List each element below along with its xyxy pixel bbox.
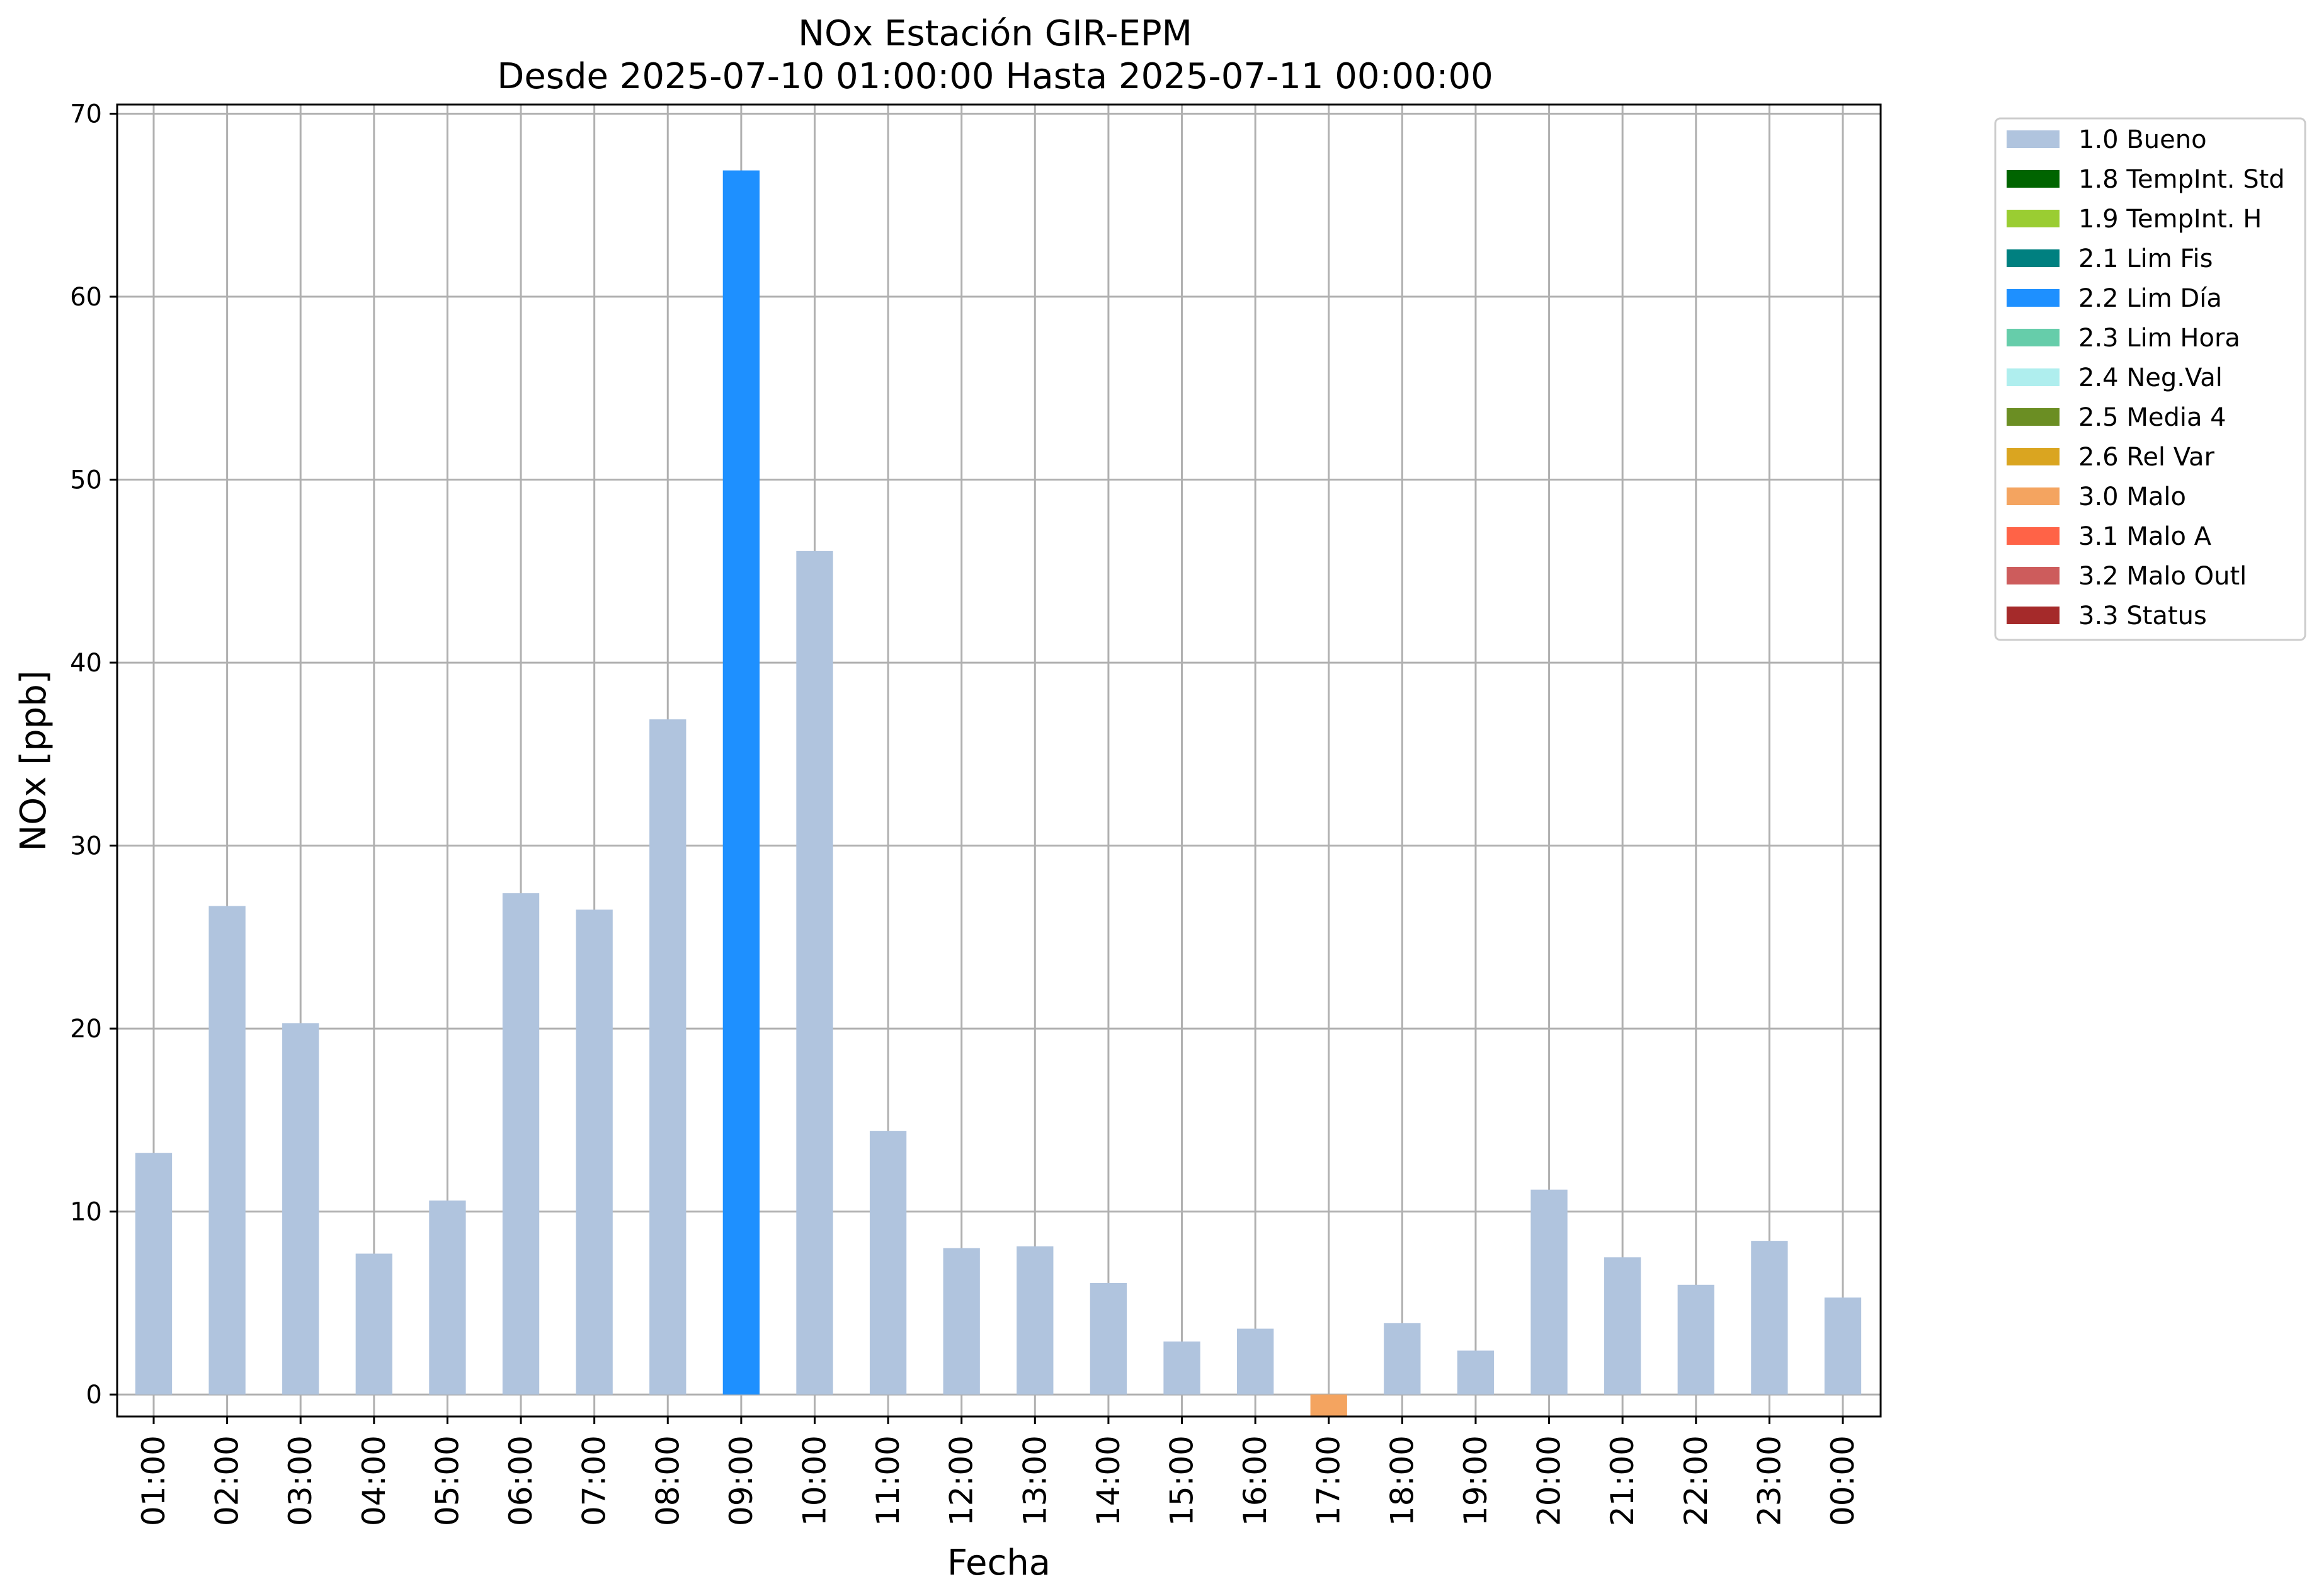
y-tick-label: 70 [70,100,102,129]
bar-12:00 [943,1248,980,1395]
legend-label: 3.2 Malo Outl [2078,562,2247,591]
bar-06:00 [502,893,540,1395]
bar-13:00 [1017,1246,1054,1395]
legend-label: 1.8 TempInt. Std [2078,165,2285,194]
y-tick-label: 10 [70,1198,102,1227]
x-tick-label: 10:00 [796,1435,833,1526]
bar-22:00 [1677,1284,1714,1395]
grid [117,105,1881,1416]
legend-swatch [2007,567,2060,584]
bar-10:00 [796,550,833,1395]
legend-label: 3.0 Malo [2078,482,2186,511]
legend-swatch [2007,448,2060,465]
bar-18:00 [1384,1323,1421,1395]
y-tick-label: 60 [70,283,102,312]
bar-19:00 [1457,1350,1495,1395]
x-tick-label: 07:00 [576,1435,613,1526]
bar-05:00 [429,1200,466,1395]
legend-label: 2.6 Rel Var [2078,443,2215,472]
bar-14:00 [1090,1282,1127,1395]
bar-07:00 [576,909,613,1395]
x-tick-label: 17:00 [1311,1435,1347,1526]
x-tick-label: 15:00 [1164,1435,1200,1526]
x-tick-label: 18:00 [1384,1435,1420,1526]
bar-01:00 [135,1153,173,1395]
bar-09:00 [722,170,760,1395]
chart-title: NOx Estación GIR-EPM [798,13,1192,54]
legend-swatch [2007,249,2060,267]
legend-swatch [2007,210,2060,227]
x-tick-label: 03:00 [282,1435,319,1526]
x-tick-label: 00:00 [1825,1435,1861,1526]
y-axis-ticks: 0 10 20 30 40 50 60 70 [70,100,117,1410]
bar-03:00 [282,1023,319,1395]
bar-20:00 [1530,1189,1568,1395]
x-tick-label: 20:00 [1531,1435,1568,1526]
bar-08:00 [649,719,687,1395]
legend-label: 3.3 Status [2078,601,2207,630]
bar-00:00 [1824,1297,1862,1395]
x-tick-label: 05:00 [429,1435,465,1526]
y-tick-label: 0 [86,1381,102,1410]
bar-02:00 [208,906,246,1395]
legend: 1.0 Bueno 1.8 TempInt. Std 1.9 TempInt. H 2… [1994,117,2306,641]
legend-label: 1.0 Bueno [2078,125,2207,154]
legend-label: 2.5 Media 4 [2078,403,2226,432]
x-tick-label: 12:00 [943,1435,980,1526]
x-tick-label: 01:00 [135,1435,172,1526]
legend-label: 2.1 Lim Fis [2078,244,2213,273]
y-tick-label: 50 [70,466,102,495]
legend-label: 1.9 TempInt. H [2078,205,2262,234]
legend-swatch [2007,527,2060,545]
legend-swatch [2007,368,2060,386]
x-axis-ticks: 01:00 02:00 03:00 04:00 05:00 06:00 07:00 08:00… [135,1416,1861,1526]
legend-swatch [2007,329,2060,346]
bars [135,170,1862,1416]
legend-swatch [2007,487,2060,505]
x-tick-label: 11:00 [870,1435,906,1526]
bar-04:00 [355,1253,392,1395]
x-tick-label: 04:00 [356,1435,392,1526]
plot-frame [116,103,1882,1418]
x-tick-label: 22:00 [1678,1435,1714,1526]
bar-15:00 [1163,1341,1200,1395]
legend-label: 2.4 Neg.Val [2078,363,2223,392]
bar-16:00 [1236,1328,1274,1395]
legend-swatch [2007,408,2060,426]
legend-label: 2.2 Lim Día [2078,284,2222,313]
legend-label: 2.3 Lim Hora [2078,324,2240,353]
x-tick-label: 21:00 [1604,1435,1641,1526]
x-tick-label: 02:00 [209,1435,246,1526]
x-tick-label: 14:00 [1090,1435,1127,1526]
legend-frame [1994,117,2306,641]
legend-swatch [2007,289,2060,307]
x-tick-label: 08:00 [649,1435,686,1526]
legend-swatch [2007,607,2060,624]
x-tick-label: 06:00 [503,1435,539,1526]
y-tick-label: 30 [70,832,102,861]
chart-subtitle: Desde 2025-07-10 01:00:00 Hasta 2025-07-… [497,56,1493,97]
x-tick-label: 19:00 [1457,1435,1494,1526]
bar-17:00 [1310,1394,1347,1416]
y-tick-label: 40 [70,649,102,678]
legend-swatch [2007,130,2060,148]
bar-21:00 [1604,1257,1641,1395]
x-axis-label: Fecha [947,1542,1051,1583]
x-tick-label: 13:00 [1017,1435,1053,1526]
y-axis-label: NOx [ppb] [13,670,54,851]
x-tick-label: 16:00 [1237,1435,1273,1526]
x-tick-label: 09:00 [723,1435,760,1526]
legend-label: 3.1 Malo A [2078,522,2212,551]
y-tick-label: 20 [70,1015,102,1044]
bar-11:00 [869,1131,907,1395]
legend-swatch [2007,170,2060,188]
x-tick-label: 23:00 [1751,1435,1787,1526]
bar-23:00 [1751,1241,1788,1395]
